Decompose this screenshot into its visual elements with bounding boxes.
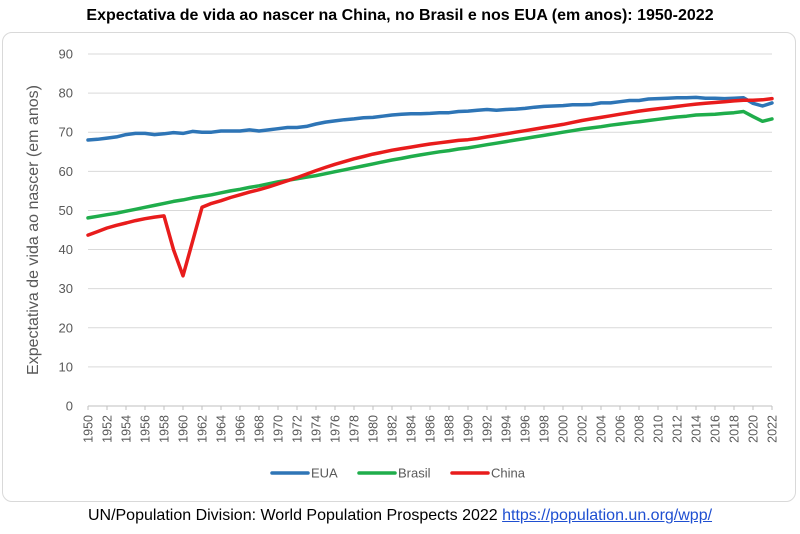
y-tick-label: 30 [59,281,73,296]
x-tick-label: 2006 [614,415,628,443]
series-line-brasil [86,109,774,220]
y-tick-label: 70 [59,125,73,140]
x-tick-label: 1970 [272,415,286,443]
x-tick-label: 1956 [139,415,153,443]
x-tick-label: 2018 [728,415,742,443]
x-tick-label: 2020 [747,415,761,443]
x-tick-label: 1984 [405,415,419,443]
x-tick-label: 2022 [766,415,780,443]
y-tick-label: 40 [59,242,73,257]
x-tick-label: 2016 [709,415,723,443]
x-tick-label: 1952 [101,415,115,443]
source-line: UN/Population Division: World Population… [0,507,800,525]
x-tick-label: 1972 [291,415,305,443]
y-tick-label: 0 [66,399,73,414]
x-tick-label: 2002 [576,415,590,443]
legend-label-eua: EUA [311,466,338,481]
x-tick-label: 1996 [519,415,533,443]
legend-label-brasil: Brasil [398,466,431,481]
y-axis-title: Expectativa de vida ao nascer (em anos) [25,85,42,375]
x-tick-label: 1960 [177,415,191,443]
y-tick-label: 10 [59,359,73,374]
x-tick-label: 1994 [500,415,514,443]
x-tick-label: 2004 [595,415,609,443]
chart-title: Expectativa de vida ao nascer na China, … [86,7,714,24]
legend-label-china: China [491,466,526,481]
x-tick-label: 1968 [253,415,267,443]
x-tick-label: 1982 [386,415,400,443]
x-tick-label: 1992 [481,415,495,443]
x-tick-label: 1950 [82,415,96,443]
y-tick-label: 20 [59,320,73,335]
y-tick-label: 50 [59,203,73,218]
x-tick-label: 1998 [538,415,552,443]
x-tick-label: 1958 [158,415,172,443]
source-text: UN/Population Division: World Population… [87,507,503,524]
x-tick-label: 2000 [557,415,571,443]
x-tick-label: 1964 [215,415,229,443]
x-tick-label: 2014 [690,415,704,443]
x-tick-label: 2010 [652,415,666,443]
x-tick-label: 1988 [443,415,457,443]
y-tick-label: 90 [59,47,73,62]
chart-frame [2,32,796,502]
x-tick-label: 1978 [348,415,362,443]
y-tick-label: 60 [59,164,73,179]
series-line-china [86,96,774,278]
x-tick-label: 1990 [462,415,476,443]
x-tick-label: 1986 [424,415,438,443]
x-tick-label: 1980 [367,415,381,443]
series-line-eua [86,95,774,142]
x-tick-label: 2012 [671,415,685,443]
x-tick-label: 1962 [196,415,210,443]
x-tick-label: 1954 [120,415,134,443]
x-tick-label: 2008 [633,415,647,443]
y-tick-label: 80 [59,86,73,101]
x-tick-label: 1974 [310,415,324,443]
x-tick-label: 1976 [329,415,343,443]
x-tick-label: 1966 [234,415,248,443]
source-link[interactable]: https://population.un.org/wpp/ [502,507,713,524]
